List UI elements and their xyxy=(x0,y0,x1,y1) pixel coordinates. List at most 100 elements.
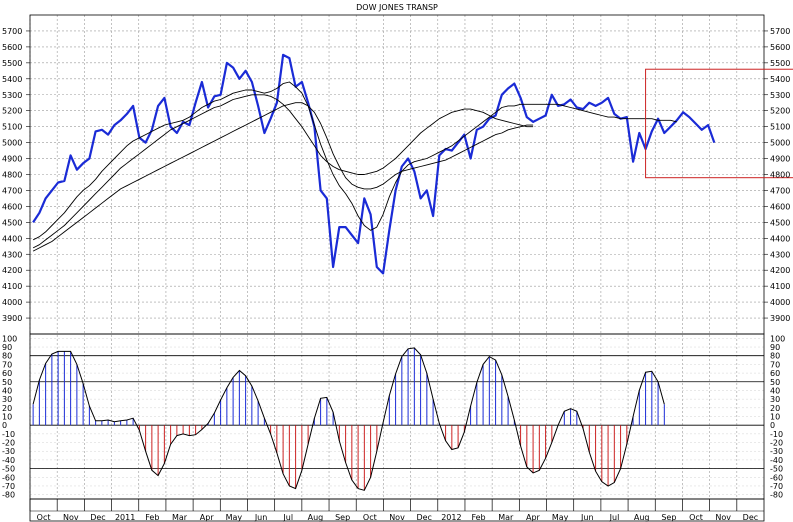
price-tick-label-left: 4400 xyxy=(2,234,22,243)
osc-tick-label-left: 30 xyxy=(2,395,12,404)
osc-tick-label-left: -30 xyxy=(2,447,15,456)
price-tick-label-right: 4700 xyxy=(770,186,790,195)
price-tick-label-right: 4200 xyxy=(770,266,790,275)
highlight-box xyxy=(645,68,793,179)
price-tick-label-right: 5500 xyxy=(770,59,790,68)
price-tick-label-left: 5400 xyxy=(2,75,22,84)
price-tick-label-left: 3900 xyxy=(2,314,22,323)
osc-tick-label-right: -80 xyxy=(770,491,783,500)
price-tick-label-left: 4000 xyxy=(2,298,22,307)
price-tick-label-right: 4900 xyxy=(770,155,790,164)
price-tick-label-right: 5200 xyxy=(770,107,790,116)
x-tick-label: Oct xyxy=(689,513,703,522)
price-tick-label-right: 5700 xyxy=(770,27,790,36)
price-tick-label-right: 4300 xyxy=(770,250,790,259)
osc-tick-label-right: 30 xyxy=(770,395,780,404)
x-tick-label: Jun xyxy=(254,513,268,522)
x-tick-label: Apr xyxy=(526,513,541,522)
osc-tick-label-left: 50 xyxy=(2,378,12,387)
price-panel xyxy=(32,53,793,275)
osc-tick-label-right: -40 xyxy=(770,456,783,465)
osc-tick-label-right: -60 xyxy=(770,473,783,482)
osc-tick-label-left: 0 xyxy=(2,421,7,430)
osc-tick-label-left: 90 xyxy=(2,343,12,352)
osc-tick-label-left: -80 xyxy=(2,491,15,500)
osc-tick-label-left: -40 xyxy=(2,456,15,465)
x-tick-label: Mar xyxy=(172,513,188,522)
price-tick-label-left: 5200 xyxy=(2,107,22,116)
x-tick-label: Jul xyxy=(282,513,293,522)
osc-tick-label-left: -60 xyxy=(2,473,15,482)
price-tick-label-left: 5700 xyxy=(2,27,22,36)
price-tick-label-left: 5500 xyxy=(2,59,22,68)
osc-tick-label-right: -20 xyxy=(770,439,783,448)
price-tick-label-right: 5300 xyxy=(770,91,790,100)
osc-tick-label-right: 20 xyxy=(770,404,780,413)
osc-tick-label-left: 70 xyxy=(2,360,12,369)
price-tick-label-left: 5600 xyxy=(2,43,22,52)
x-tick-label: Nov xyxy=(63,513,79,522)
osc-tick-label-left: -50 xyxy=(2,465,15,474)
price-tick-label-left: 4800 xyxy=(2,171,22,180)
price-panel-frame xyxy=(29,14,765,335)
price-tick-label-right: 4000 xyxy=(770,298,790,307)
x-tick-label: Mar xyxy=(498,513,514,522)
price-tick-label-right: 4600 xyxy=(770,202,790,211)
x-tick-label: Oct xyxy=(37,513,51,522)
price-tick-label-left: 4300 xyxy=(2,250,22,259)
price-tick-label-right: 4800 xyxy=(770,171,790,180)
osc-panel-frame xyxy=(29,333,765,500)
price-tick-label-left: 4900 xyxy=(2,155,22,164)
osc-tick-label-left: 80 xyxy=(2,352,12,361)
osc-tick-label-right: 90 xyxy=(770,343,780,352)
price-tick-label-right: 4400 xyxy=(770,234,790,243)
price-tick-label-left: 4600 xyxy=(2,202,22,211)
x-tick-label: Dec xyxy=(416,513,431,522)
x-tick-label: May xyxy=(226,513,243,522)
price-tick-label-right: 5000 xyxy=(770,139,790,148)
osc-tick-label-right: 40 xyxy=(770,386,780,395)
osc-tick-label-left: -10 xyxy=(2,430,15,439)
x-axis: Oct Nov Dec 2011 Feb Mar Apr May Jun Jul Aug Sep Oct… xyxy=(29,499,764,522)
x-tick-label: Aug xyxy=(308,513,324,522)
osc-tick-label-left: 20 xyxy=(2,404,12,413)
osc-tick-label-right: 0 xyxy=(770,421,775,430)
medium-average-line xyxy=(32,94,534,249)
osc-tick-label-right: 10 xyxy=(770,413,780,422)
price-tick-label-right: 5100 xyxy=(770,123,790,132)
osc-tick-label-right: -50 xyxy=(770,465,783,474)
osc-tick-label-right: -10 xyxy=(770,430,783,439)
price-tick-label-right: 5600 xyxy=(770,43,790,52)
price-line xyxy=(32,53,716,275)
price-tick-label-left: 5000 xyxy=(2,139,22,148)
x-tick-label: Dec xyxy=(90,513,105,522)
price-tick-label-left: 4700 xyxy=(2,186,22,195)
x-tick-label: Sep xyxy=(661,513,676,522)
x-tick-label: Nov xyxy=(715,513,731,522)
price-tick-label-left: 4200 xyxy=(2,266,22,275)
price-tick-label-right: 4500 xyxy=(770,218,790,227)
x-tick-label: Nov xyxy=(389,513,405,522)
price-tick-label-right: 5400 xyxy=(770,75,790,84)
price-tick-label-right: 3900 xyxy=(770,314,790,323)
osc-tick-label-right: 100 xyxy=(770,334,785,343)
x-tick-label: Oct xyxy=(363,513,377,522)
chart-title: DOW JONES TRANSP xyxy=(356,3,438,12)
short-average-line xyxy=(32,81,677,241)
osc-curve xyxy=(32,347,665,491)
osc-tick-label-left: 100 xyxy=(2,334,17,343)
x-tick-label: May xyxy=(552,513,569,522)
x-tick-label: Feb xyxy=(145,513,159,522)
osc-tick-label-right: 60 xyxy=(770,369,780,378)
x-tick-label: 2012 xyxy=(441,513,461,522)
osc-tick-label-right: 70 xyxy=(770,360,780,369)
price-tick-label-left: 5300 xyxy=(2,91,22,100)
x-tick-label: Aug xyxy=(634,513,650,522)
price-tick-label-left: 4500 xyxy=(2,218,22,227)
price-tick-label-right: 4100 xyxy=(770,282,790,291)
long-average-line xyxy=(32,102,534,252)
osc-tick-label-left: 40 xyxy=(2,386,12,395)
grid xyxy=(29,15,764,499)
x-tick-label: Apr xyxy=(200,513,215,522)
